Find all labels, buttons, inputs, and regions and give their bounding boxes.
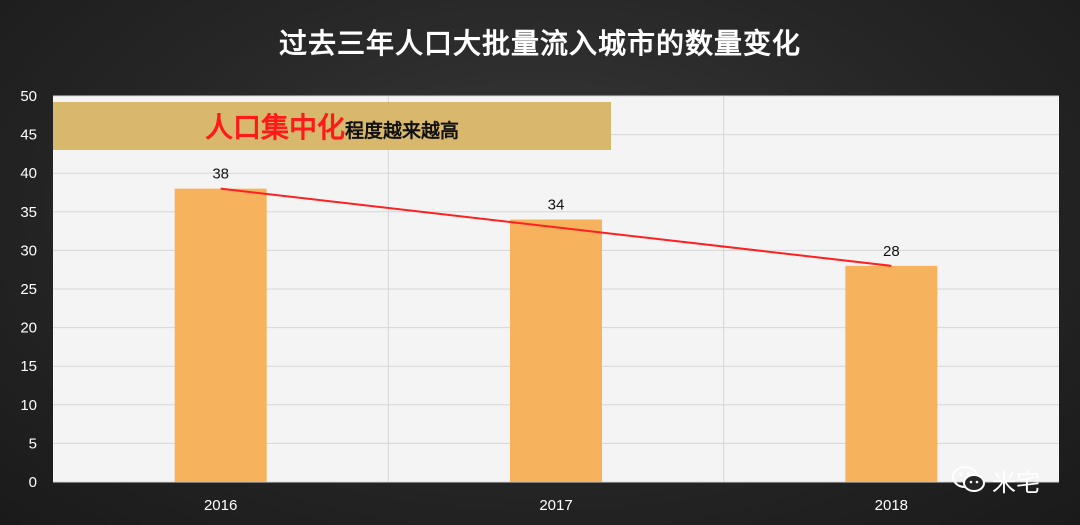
y-tick-label: 15 [20, 358, 37, 375]
y-tick-label: 20 [20, 320, 37, 337]
y-tick-label: 45 [20, 127, 37, 144]
y-tick-label: 10 [20, 397, 37, 414]
bar-2017 [510, 219, 602, 482]
watermark: 米宅 [952, 462, 1040, 498]
banner-highlight: 人口集中化 [204, 111, 345, 144]
y-tick-label: 30 [20, 242, 37, 259]
trend-line [220, 187, 892, 267]
x-axis-ticks: 2016 2017 2018 [204, 497, 908, 514]
y-tick-label: 35 [20, 204, 37, 221]
wechat-icon [952, 466, 985, 492]
x-tick-label-2017: 2017 [539, 497, 572, 514]
bar-2018 [845, 265, 938, 482]
chart-title: 过去三年人口大批量流入城市的数量变化 [278, 27, 801, 60]
bar-2016 [174, 188, 267, 482]
x-tick-label-2018: 2018 [875, 497, 908, 514]
x-tick-label-2016: 2016 [204, 497, 237, 514]
data-label-2018: 28 [883, 243, 900, 260]
data-label-2016: 38 [212, 166, 229, 183]
y-axis-ticks: 0 5 10 15 20 25 30 35 40 45 50 [20, 88, 37, 491]
callout-banner: 人口集中化 程度越来越高 [53, 102, 611, 150]
data-labels: 38 34 28 [212, 166, 899, 260]
y-tick-label: 5 [29, 435, 37, 452]
y-tick-label: 0 [29, 474, 37, 491]
data-label-2017: 34 [548, 197, 565, 214]
watermark-text: 米宅 [992, 468, 1040, 497]
y-tick-label: 40 [20, 165, 37, 182]
banner-text: 程度越来越高 [345, 119, 460, 142]
bars [174, 188, 938, 482]
y-tick-label: 25 [20, 281, 37, 298]
y-tick-label: 50 [20, 88, 37, 105]
